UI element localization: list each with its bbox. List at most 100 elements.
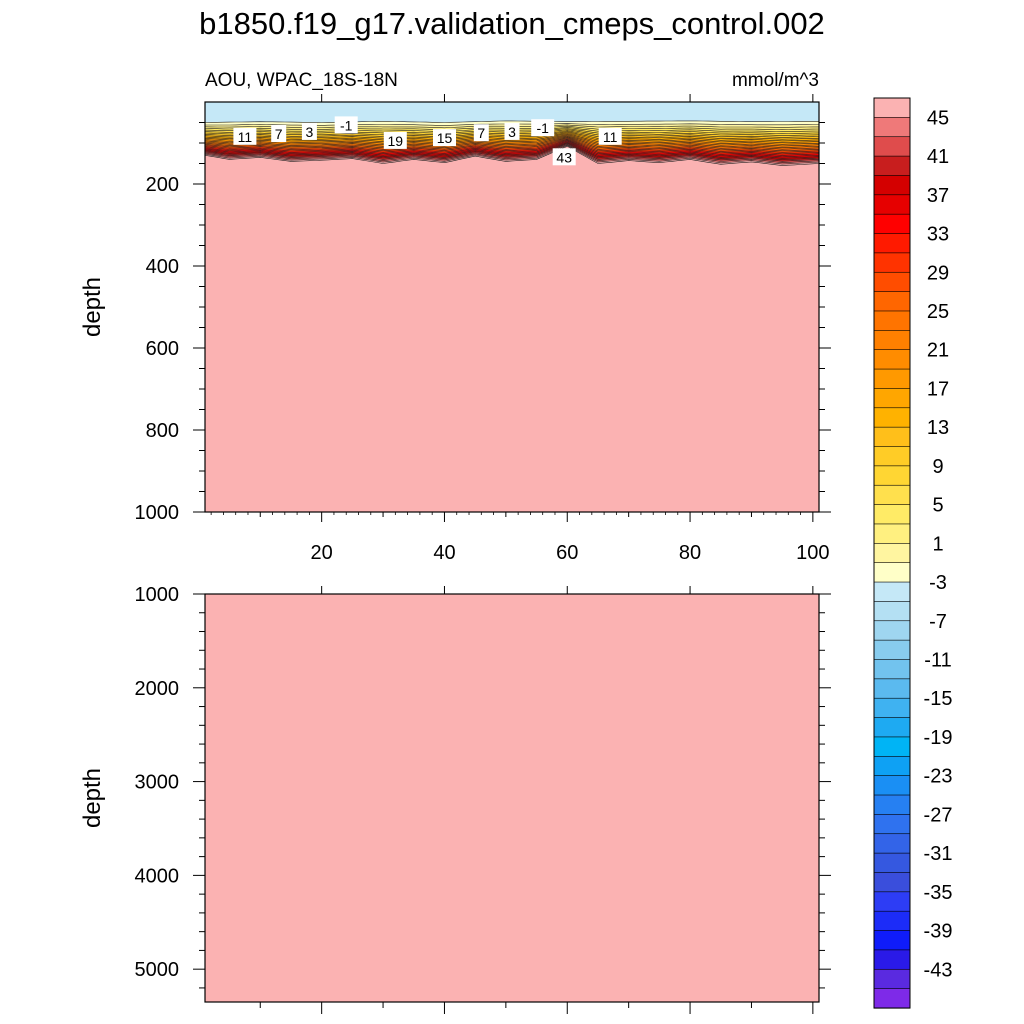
y-tick-label: 4000 <box>135 865 180 887</box>
contour-label-bg <box>598 127 622 145</box>
colorbar-label: 25 <box>927 301 949 323</box>
colorbar-swatch <box>873 814 911 835</box>
contour-band <box>205 139 819 156</box>
y-tick-label: 400 <box>146 256 179 278</box>
y-tick-label: 200 <box>146 174 179 196</box>
y-tick-label: 1000 <box>135 584 180 606</box>
colorbar-swatch <box>873 717 911 738</box>
contour-label-text: 3 <box>508 124 516 140</box>
colorbar-label: 21 <box>927 340 949 362</box>
contour-label-text: 7 <box>275 126 283 142</box>
contour-line <box>205 145 819 166</box>
contour-label-bg <box>504 122 520 140</box>
colorbar-swatch <box>873 97 911 118</box>
colorbar-swatch <box>873 213 911 235</box>
colorbar-swatch <box>873 910 911 932</box>
contour-label-bg <box>552 148 576 166</box>
contour-label: 3 <box>301 122 317 140</box>
colorbar-swatch <box>873 388 911 409</box>
contour-label-bg <box>531 119 555 137</box>
colorbar-swatch <box>873 291 911 312</box>
colorbar-label: 1 <box>932 533 943 555</box>
contour-line <box>205 137 819 152</box>
lower-deep-fill <box>205 594 819 1002</box>
upper-y-axis-label: depth <box>79 277 106 337</box>
contour-label-text: 15 <box>437 130 453 146</box>
contour-line <box>205 135 819 148</box>
colorbar-label: -11 <box>924 650 951 672</box>
colorbar-label: 13 <box>927 417 949 439</box>
colorbar-swatch <box>873 155 911 177</box>
contour-band <box>205 135 819 148</box>
colorbar-label: -27 <box>924 804 953 826</box>
contour-line <box>205 133 819 144</box>
contour-line <box>205 140 819 156</box>
colorbar-swatch <box>873 601 911 622</box>
colorbar-swatch <box>873 407 911 428</box>
colorbar-swatch <box>873 233 911 254</box>
contour-label: 3 <box>504 122 520 140</box>
contour-label-text: -1 <box>536 120 549 136</box>
colorbar-swatch <box>873 949 911 970</box>
contour-band <box>205 136 819 150</box>
colorbar-label: 41 <box>927 146 949 168</box>
upper-panel: 11 7 3 -1 19 15 7 3 -1 43 11 20 40 60 80 100 200 400 600 8… <box>79 70 831 564</box>
upper-axis-ticks: 20 40 60 80 100 200 400 600 800 1000 <box>135 94 831 564</box>
colorbar-swatch <box>873 891 911 912</box>
colorbar-swatch <box>873 117 911 138</box>
colorbar-label: 9 <box>932 456 943 478</box>
colorbar-label: 33 <box>927 224 949 246</box>
colorbar-swatch <box>873 271 911 293</box>
colorbar-label: -43 <box>924 959 953 981</box>
colorbar-swatch <box>873 504 911 525</box>
colorbar-swatch <box>873 581 911 602</box>
colorbar-swatch <box>873 697 911 719</box>
colorbar-label: 45 <box>927 107 949 129</box>
x-tick-label: 80 <box>679 542 701 564</box>
lower-frame <box>204 593 820 1003</box>
y-tick-label: 1000 <box>135 502 180 524</box>
contour-label-text: 7 <box>477 125 485 141</box>
contour-label: 15 <box>433 129 456 147</box>
colorbar-swatch <box>873 968 911 990</box>
colorbar-swatch <box>873 465 911 486</box>
colorbar-label: -23 <box>924 766 953 788</box>
contour-label-bg <box>473 124 489 142</box>
contour-label-text: 19 <box>388 133 404 149</box>
y-tick-label: 3000 <box>135 772 180 794</box>
contour-label-bg <box>233 127 257 145</box>
colorbar-label: 17 <box>927 378 949 400</box>
contour-band <box>205 138 819 153</box>
contour-band <box>205 137 819 151</box>
y-tick-label: 5000 <box>135 959 180 981</box>
y-tick-label: 800 <box>146 420 179 442</box>
x-tick-label: 40 <box>433 542 455 564</box>
contour-line <box>205 144 819 164</box>
upper-deep-fill <box>205 102 819 512</box>
colorbar-label: -19 <box>924 727 953 749</box>
contour-label: 11 <box>233 127 257 145</box>
contour-label-text: -1 <box>340 117 353 133</box>
contour-label-bg <box>433 129 456 147</box>
contour-line <box>205 141 819 159</box>
contour-label: 43 <box>552 148 576 166</box>
colorbar-swatch <box>873 136 911 157</box>
colorbar-swatch <box>873 755 911 777</box>
contour-label: -1 <box>531 119 555 137</box>
contour-label: -1 <box>334 116 358 134</box>
colorbar-frame <box>873 97 911 1009</box>
colorbar-swatch <box>873 736 911 757</box>
contour-label: 7 <box>271 125 287 142</box>
contour-line <box>205 143 819 162</box>
colorbar-swatch <box>873 194 911 215</box>
contour-band <box>205 130 819 140</box>
lower-axis-ticks: 1000 2000 3000 4000 5000 <box>135 584 831 1014</box>
y-tick-label: 600 <box>146 338 179 360</box>
contour-label: 7 <box>473 124 489 142</box>
contour-line <box>205 141 819 158</box>
colorbar-label: -39 <box>924 921 953 943</box>
chart-title: b1850.f19_g17.validation_cmeps_control.0… <box>199 6 825 41</box>
colorbar-swatch <box>873 775 911 796</box>
contour-line <box>205 139 819 155</box>
contour-label-text: 11 <box>603 129 618 145</box>
